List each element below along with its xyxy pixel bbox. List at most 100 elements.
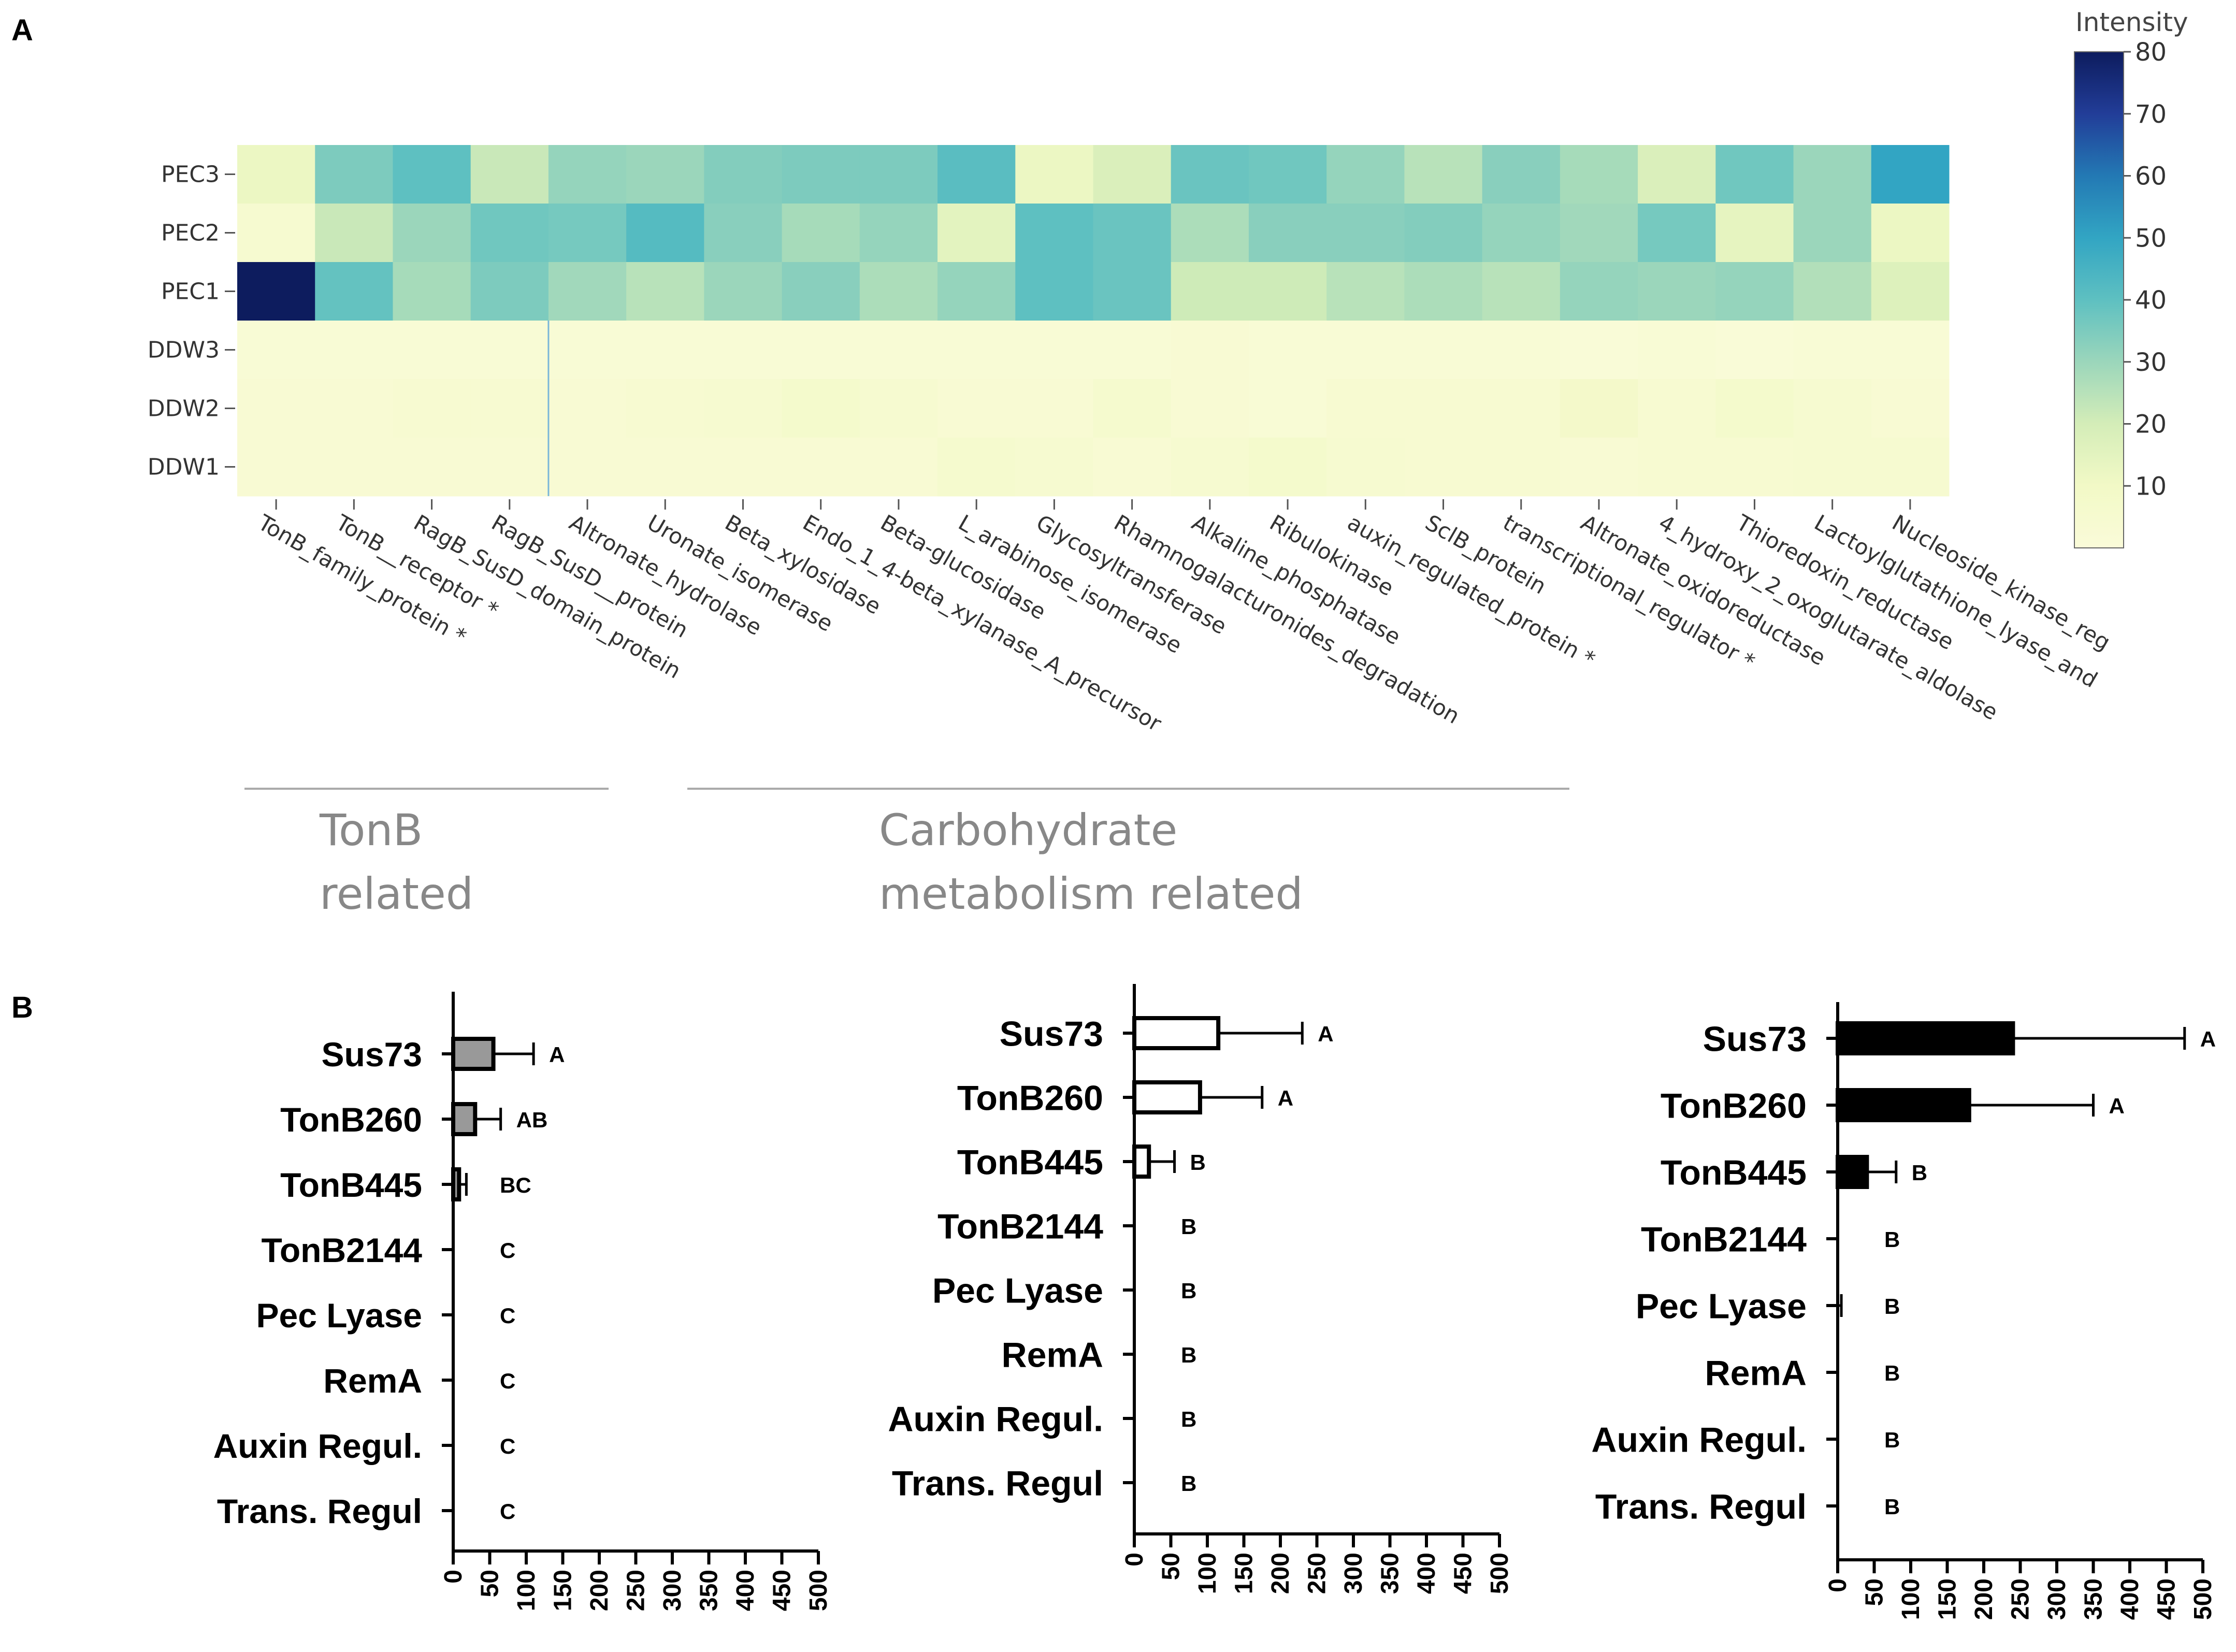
bar-x-tick-label: 0 [1824,1578,1852,1592]
colorbar-tick-label: 30 [2135,348,2167,377]
colorbar-tick-label: 80 [2135,38,2167,67]
colorbar-tick-label: 60 [2135,162,2167,191]
bar-category-label: TonB445 [957,1142,1103,1182]
bar-x-tick-label: 500 [805,1570,832,1611]
significance-letter: C [500,1238,515,1263]
heatmap-cell [548,321,627,380]
significance-letter: AB [516,1108,548,1132]
heatmap-cell [393,262,471,321]
heatmap-cell [626,321,704,380]
significance-letter: B [1181,1471,1196,1496]
heatmap-cell [1093,145,1172,204]
bar-x-tick-label: 300 [659,1570,686,1611]
heatmap-cell [1560,204,1638,263]
heatmap-cell [470,262,549,321]
heatmap-cell [1326,438,1405,497]
bar-category-label: TonB445 [280,1166,422,1204]
heatmap-cell [1638,145,1716,204]
colorbar-tick-label: 10 [2135,472,2167,501]
heatmap-cell [1793,321,1872,380]
heatmap-cell [1171,379,1249,438]
bar [451,1167,461,1201]
heatmap-cell [859,204,938,263]
heatmap-cell [1015,204,1093,263]
heatmap-cell [237,438,315,497]
heatmap-cell [315,379,393,438]
heatmap-cell [1793,204,1872,263]
heatmap-cell [1638,204,1716,263]
heatmap-cell [1871,321,1950,380]
bar [451,1102,478,1136]
heatmap-cell [470,438,549,497]
bar-x-tick-label: 300 [1340,1553,1367,1594]
heatmap-cell [237,204,315,263]
bar-x-tick-label: 50 [477,1570,504,1597]
bar-x-tick-label: 150 [1231,1553,1258,1594]
heatmap-cell [859,321,938,380]
bar-x-tick-label: 100 [1194,1553,1221,1594]
heatmap-cell [1871,262,1950,321]
heatmap-cell [470,204,549,263]
heatmap-cell [237,379,315,438]
colorbar-tick-label: 20 [2135,410,2167,439]
heatmap-cell [393,438,471,497]
heatmap-cell [1871,438,1950,497]
bar-x-tick-label: 50 [1158,1553,1185,1580]
group-label-tonb-line1: TonB [319,805,423,856]
heatmap-cell [548,438,627,497]
heatmap-cell [704,204,783,263]
group-label-carb-line1: Carbohydrate [879,805,1177,856]
significance-letter: B [1181,1279,1196,1303]
heatmap-row-label: PEC2 [161,220,220,247]
heatmap-cell [1404,204,1483,263]
bar-chart-white: 0 50 100 150 200 250 300 350 400 450 500 Sus73 A TonB… [888,984,1513,1594]
significance-letter: B [1181,1214,1196,1239]
heatmap-cell [1715,438,1794,497]
group-label-carb-line2: metabolism related [879,868,1303,919]
panel-label-a: A [11,13,33,47]
heatmap-panel-a: PEC3PEC2PEC1DDW3DDW2DDW1TonB_family_prot… [148,145,2115,919]
heatmap-cell [1404,379,1483,438]
heatmap-cell [937,145,1016,204]
heatmap-cell [548,204,627,263]
bar-x-tick-label: 250 [1304,1553,1331,1594]
heatmap-cell [1093,321,1172,380]
heatmap-cell [1171,145,1249,204]
significance-letter: B [1181,1407,1196,1431]
bar-x-tick-label: 450 [2153,1578,2181,1620]
bar-category-label: Pec Lyase [932,1271,1103,1310]
heatmap-cell [782,438,860,497]
bar-category-label: Sus73 [322,1035,422,1074]
bar-x-tick-label: 200 [1970,1578,1998,1620]
heatmap-cell [782,262,860,321]
bar-category-label: Auxin Regul. [888,1399,1103,1439]
heatmap-cell [315,204,393,263]
significance-letter: C [500,1369,515,1393]
bar-category-label: Auxin Regul. [1591,1420,1807,1459]
bar-x-tick-label: 150 [550,1570,577,1611]
heatmap-cell [859,145,938,204]
heatmap-cell [1093,262,1172,321]
heatmap-cell [237,321,315,380]
heatmap-cell [548,145,627,204]
bar-category-label: RemA [323,1361,422,1400]
heatmap-cell [237,145,315,204]
bar-x-tick-label: 350 [696,1570,723,1611]
heatmap-cell [1638,379,1716,438]
heatmap-cell [315,262,393,321]
heatmap-cell [1326,204,1405,263]
heatmap-cell [1638,262,1716,321]
significance-letter: C [500,1303,515,1328]
bar [1836,1088,1971,1122]
bar-x-tick-label: 300 [2043,1578,2071,1620]
heatmap-cell [1482,204,1561,263]
heatmap-cell [782,145,860,204]
heatmap-cell [1871,145,1950,204]
heatmap-cell [1404,145,1483,204]
colorbar-tick-label: 40 [2135,286,2167,315]
significance-letter: B [1884,1361,1900,1385]
heatmap-cell [1171,204,1249,263]
bar-x-tick-label: 200 [586,1570,613,1611]
significance-letter: B [1190,1150,1206,1175]
heatmap-row-label: PEC1 [161,279,220,305]
